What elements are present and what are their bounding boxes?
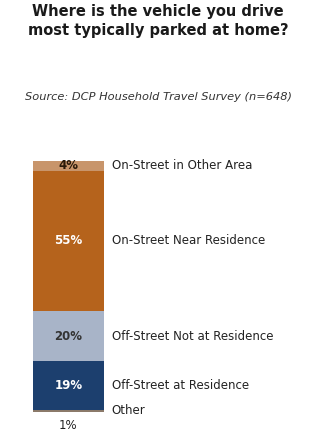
Text: 55%: 55% [54,234,82,247]
Text: 20%: 20% [54,329,82,343]
Bar [33,410,104,412]
Text: Source: DCP Household Travel Survey (n=648): Source: DCP Household Travel Survey (n=6… [25,92,292,102]
Text: On-Street Near Residence: On-Street Near Residence [112,234,265,247]
Text: 19%: 19% [54,379,82,392]
Bar [33,361,104,410]
Text: Off-Street Not at Residence: Off-Street Not at Residence [112,329,273,343]
Bar [33,311,104,361]
Text: Off-Street at Residence: Off-Street at Residence [112,379,249,392]
Text: Where is the vehicle you drive
most typically parked at home?: Where is the vehicle you drive most typi… [28,4,288,38]
Bar [33,161,104,171]
Text: 1%: 1% [59,419,78,431]
Text: On-Street in Other Area: On-Street in Other Area [112,159,252,173]
Bar [33,171,104,311]
Text: Other: Other [112,404,145,417]
Text: 4%: 4% [58,159,78,173]
